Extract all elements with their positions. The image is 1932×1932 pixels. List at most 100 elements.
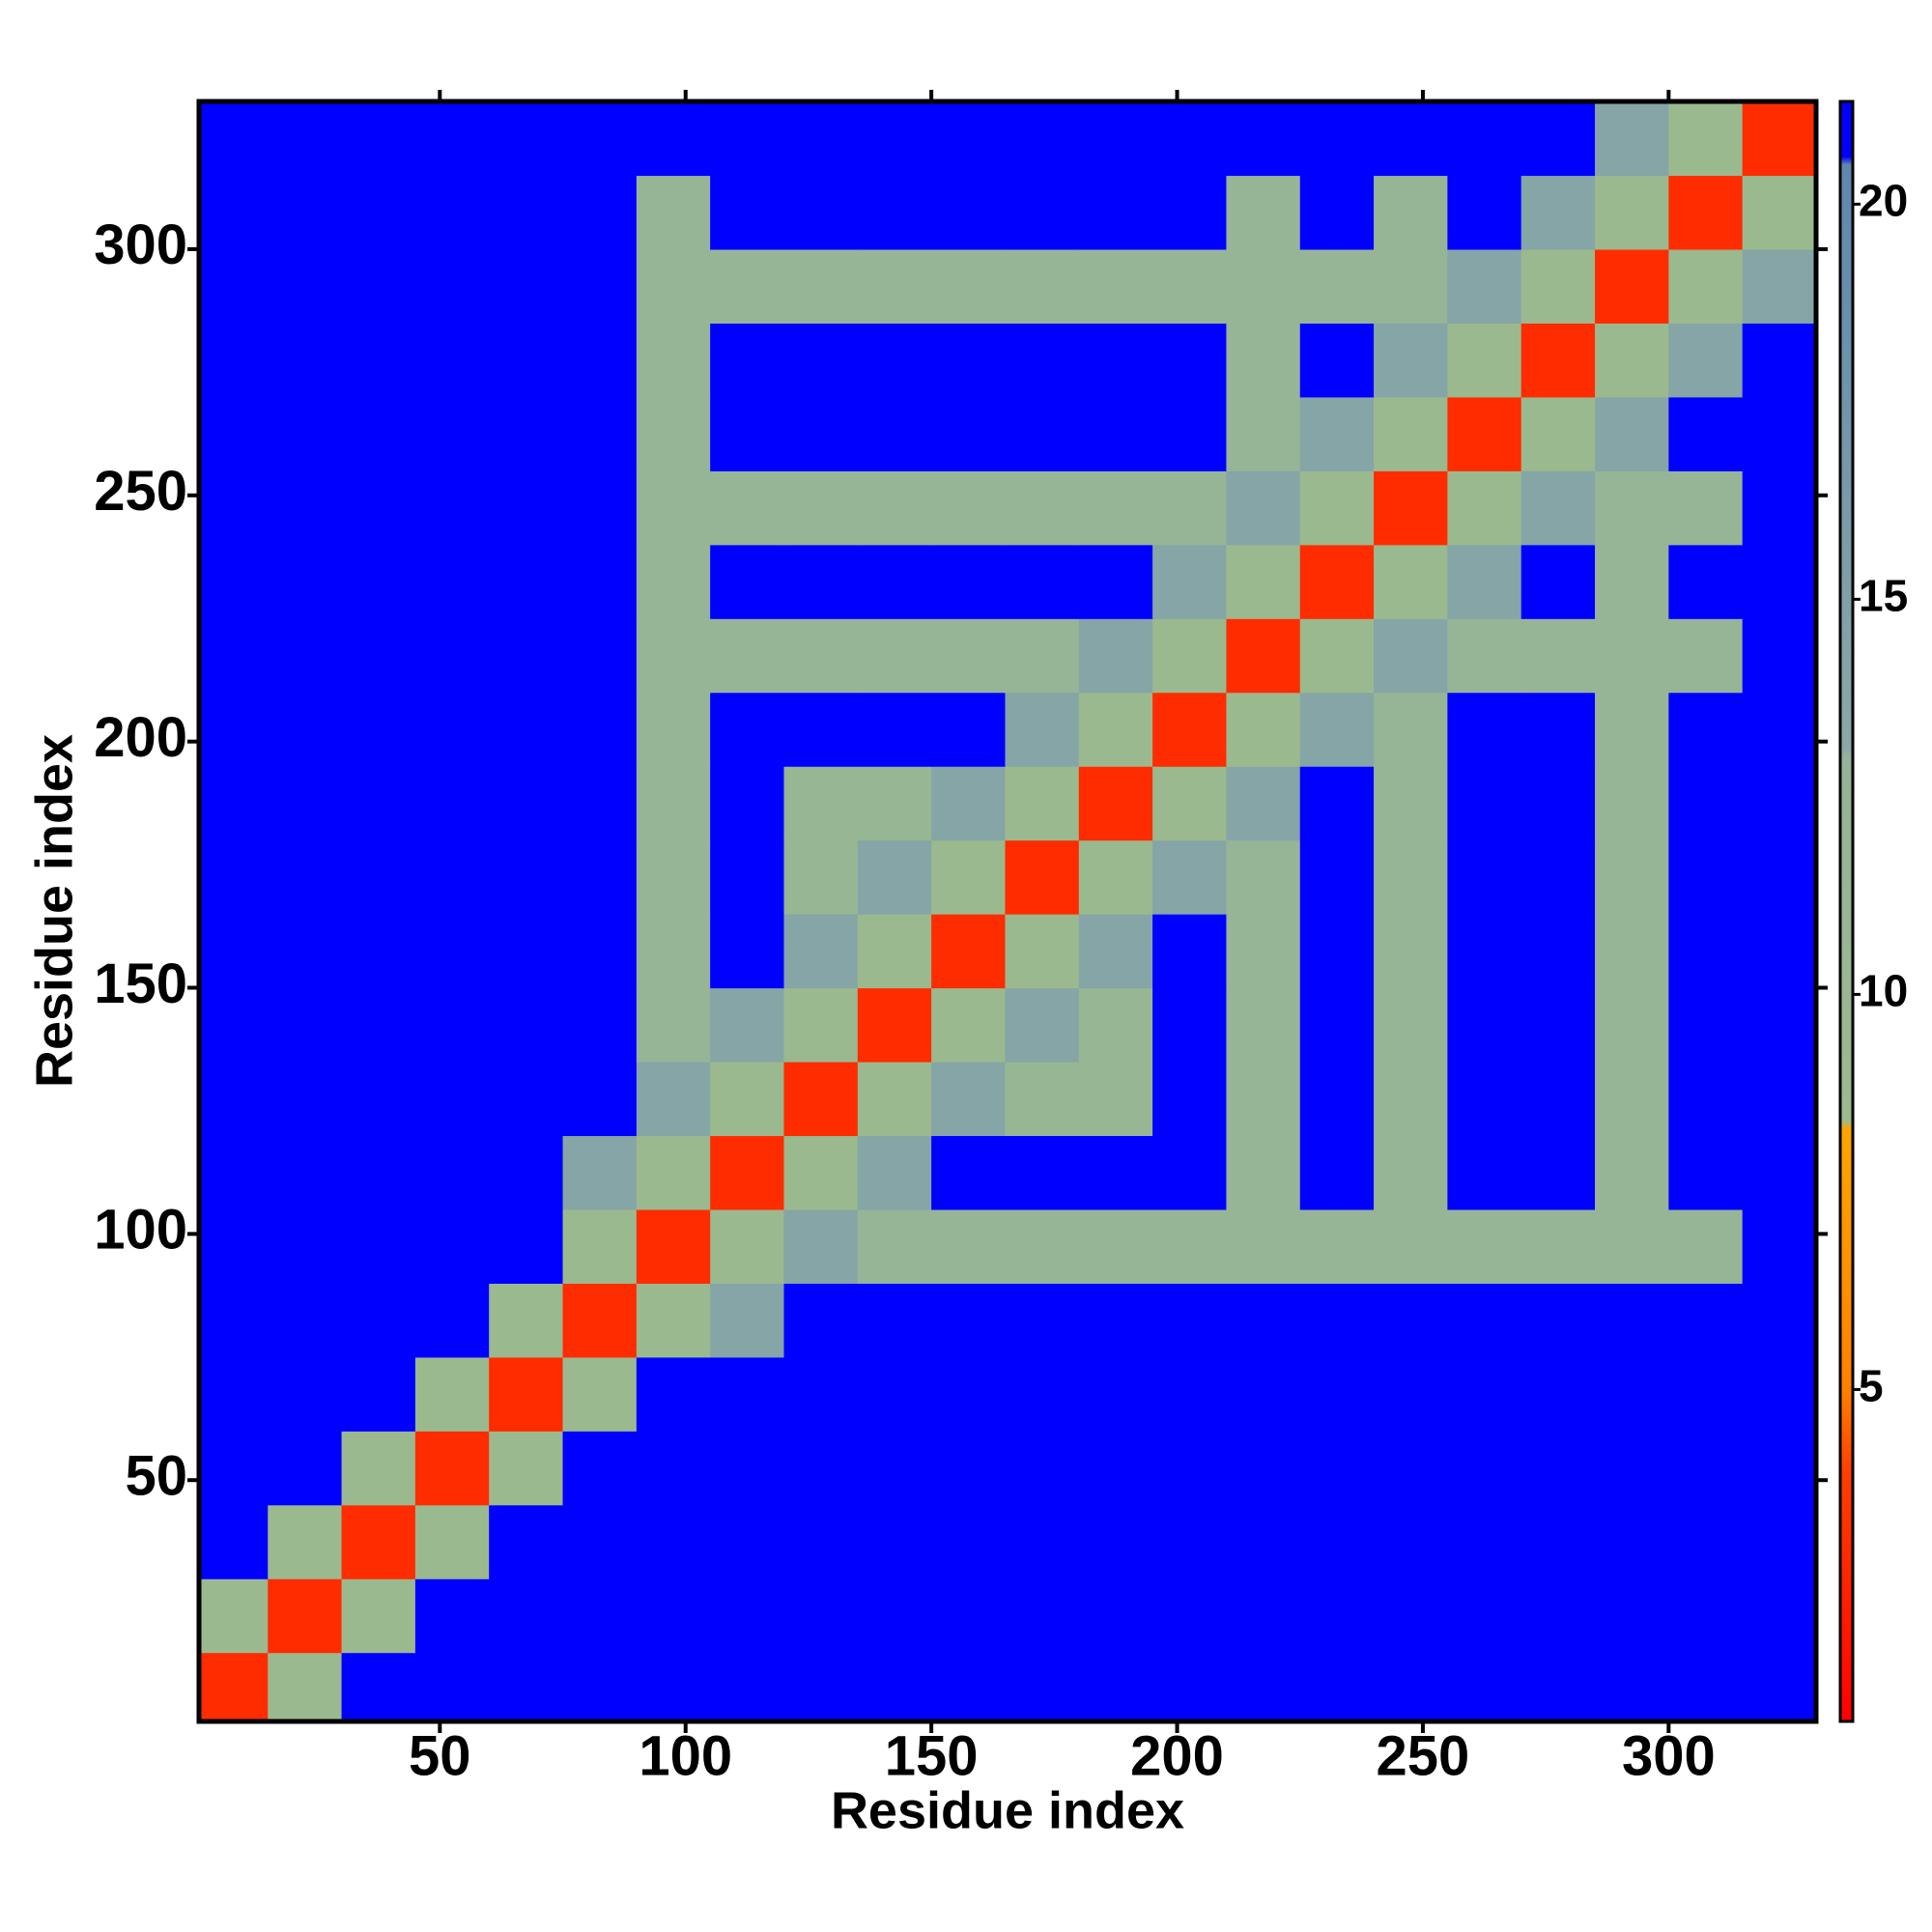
heat-cell [1299, 1208, 1375, 1284]
heat-cell [414, 987, 490, 1063]
heat-cell [1742, 396, 1816, 471]
heat-cell [1447, 766, 1522, 841]
heat-cell [1005, 1208, 1080, 1284]
heat-cell [710, 1504, 785, 1579]
heat-cell [636, 396, 711, 471]
heat-cell [489, 248, 564, 324]
heat-cell [1520, 1578, 1596, 1654]
heat-cell [1595, 1652, 1669, 1721]
heat-cell [268, 1135, 343, 1210]
heat-cell [783, 1431, 859, 1506]
heat-cell [562, 1504, 638, 1579]
heat-cell [1520, 1431, 1596, 1506]
heat-cell [1005, 1504, 1080, 1579]
plot-frame [196, 99, 1819, 1724]
heat-cell [931, 1283, 1007, 1358]
heat-cell [1595, 766, 1669, 841]
heat-cell [199, 1504, 269, 1579]
heat-cell [341, 470, 416, 546]
heat-cell [341, 839, 416, 915]
heat-cell [1005, 692, 1080, 767]
heat-cell [931, 323, 1007, 398]
heat-cell [414, 618, 490, 694]
heat-cell [562, 1356, 638, 1432]
heat-cell [268, 692, 343, 767]
heat-cell [1078, 470, 1153, 546]
heat-cell [1152, 101, 1228, 177]
heat-cell [857, 1431, 932, 1506]
heat-cell [1226, 1504, 1301, 1579]
heat-cell [1005, 1356, 1080, 1432]
heat-cell [1299, 618, 1375, 694]
heat-cell [1226, 1431, 1301, 1506]
heat-cell [1299, 692, 1375, 767]
heat-cell [1299, 1356, 1375, 1432]
x-tick-label: 100 [639, 1724, 732, 1787]
heat-cell [1299, 766, 1375, 841]
heat-cell [783, 1283, 859, 1358]
heat-cell [414, 1652, 490, 1721]
heat-cell [1078, 544, 1153, 619]
heat-cell [636, 1578, 711, 1654]
heat-cell [1520, 101, 1596, 177]
heat-cell [489, 1208, 564, 1284]
heat-cell [1447, 396, 1522, 471]
heat-cell [1299, 1578, 1375, 1654]
x-axis-label: Residue index [831, 1781, 1184, 1839]
heat-cell [1226, 692, 1301, 767]
heat-cell [562, 544, 638, 619]
heat-cell [1299, 1283, 1375, 1358]
heat-cell [199, 766, 269, 841]
heat-cell [199, 1431, 269, 1506]
y-tick-label: 150 [94, 952, 187, 1015]
heat-cell [199, 101, 269, 177]
heat-cell [341, 1356, 416, 1432]
heat-cell [1595, 1208, 1669, 1284]
heat-cell [636, 1283, 711, 1358]
heat-cell [414, 470, 490, 546]
heat-cell [857, 470, 932, 546]
heat-cell [783, 766, 859, 841]
heat-cell [1152, 1356, 1228, 1432]
heat-cell [489, 470, 564, 546]
heat-cell [1299, 914, 1375, 989]
heat-cell [562, 914, 638, 989]
heat-cell [414, 101, 490, 177]
heat-cell [1595, 1578, 1669, 1654]
heat-cell [1374, 692, 1448, 767]
heat-cell [1078, 1578, 1153, 1654]
heat-cell [931, 1578, 1007, 1654]
heat-cell [1520, 1356, 1596, 1432]
heat-cell [562, 839, 638, 915]
heat-cell [562, 1283, 638, 1358]
heat-cell [1005, 1652, 1080, 1721]
heat-cell [857, 1652, 932, 1721]
heat-cell [636, 544, 711, 619]
heat-cell [562, 1578, 638, 1654]
heat-cell [199, 470, 269, 546]
heat-cell [931, 544, 1007, 619]
heat-cell [1447, 914, 1522, 989]
heat-cell [1668, 544, 1744, 619]
heat-cell [199, 323, 269, 398]
heat-cell [1742, 323, 1816, 398]
heat-cell [268, 1652, 343, 1721]
heat-cell [710, 1431, 785, 1506]
y-tick-label: 100 [94, 1199, 187, 1262]
heat-cell [199, 1578, 269, 1654]
heat-cell [1742, 1356, 1816, 1432]
heat-cell [341, 1208, 416, 1284]
heat-cell [1668, 1504, 1744, 1579]
heat-cell [1520, 914, 1596, 989]
heat-cell [783, 618, 859, 694]
heat-cell [199, 1652, 269, 1721]
heat-cell [1226, 1208, 1301, 1284]
heat-cell [268, 1208, 343, 1284]
heat-cell [1374, 1061, 1448, 1137]
heat-cell [1447, 839, 1522, 915]
heat-cell [341, 1504, 416, 1579]
heat-cell [1374, 323, 1448, 398]
heat-cell [710, 987, 785, 1063]
heat-cell [783, 1356, 859, 1432]
